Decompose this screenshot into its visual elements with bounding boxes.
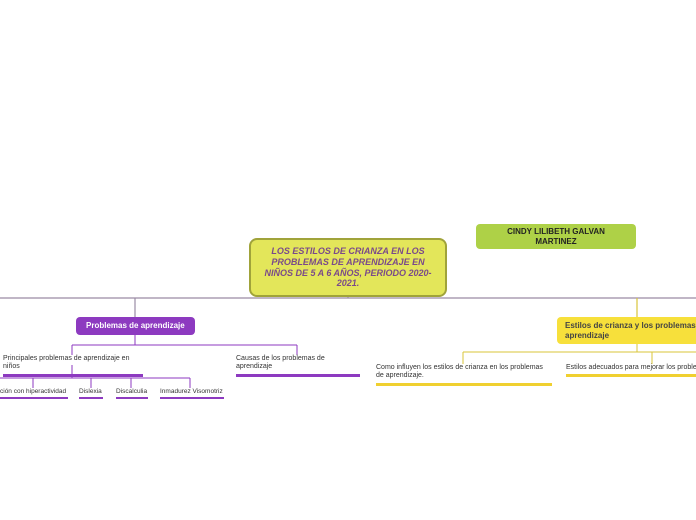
leaf-node[interactable]: Dislexia bbox=[79, 388, 103, 399]
leaf-node[interactable]: Discalculia bbox=[116, 388, 148, 399]
sub-principales[interactable]: Principales problemas de aprendizaje en … bbox=[3, 355, 143, 377]
sub-adecuados[interactable]: Estilos adecuados para mejorar los probl… bbox=[566, 364, 696, 377]
leaf-node[interactable]: ción con hiperactividad bbox=[0, 388, 68, 399]
branch-estilos[interactable]: Estilos de crianza y los problemas de ap… bbox=[557, 317, 696, 344]
author-node[interactable]: CINDY LILIBETH GALVAN MARTINEZ bbox=[476, 224, 636, 249]
sub-influyen[interactable]: Como influyen los estilos de crianza en … bbox=[376, 364, 552, 386]
leaf-node[interactable]: Inmadurez Visomotriz bbox=[160, 388, 224, 399]
sub-causas[interactable]: Causas de los problemas de aprendizaje bbox=[236, 355, 360, 377]
branch-problemas[interactable]: Problemas de aprendizaje bbox=[76, 317, 195, 335]
root-node[interactable]: LOS ESTILOS DE CRIANZA EN LOS PROBLEMAS … bbox=[249, 238, 447, 297]
